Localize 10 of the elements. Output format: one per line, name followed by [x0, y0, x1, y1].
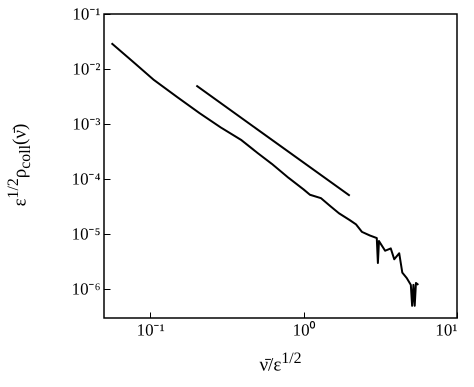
y-tick-label: 10⁻⁵: [72, 224, 101, 244]
y-tick-label: 10⁻¹: [72, 4, 100, 24]
y-tick-label: 10⁻⁴: [72, 170, 101, 189]
x-tick-label: 10⁰: [292, 320, 316, 340]
y-tick-label: 10⁻³: [72, 114, 100, 134]
x-axis-title: ν̄/ε$^{1/2}$: [258, 350, 303, 376]
x-tick-label: 10¹: [435, 320, 458, 340]
y-tick-label: 10⁻⁶: [72, 280, 101, 299]
x-tick-label: 10⁻¹: [136, 320, 165, 340]
y-tick-label: 10⁻²: [72, 60, 100, 79]
